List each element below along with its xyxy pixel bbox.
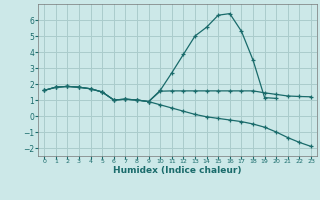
X-axis label: Humidex (Indice chaleur): Humidex (Indice chaleur) bbox=[113, 166, 242, 175]
